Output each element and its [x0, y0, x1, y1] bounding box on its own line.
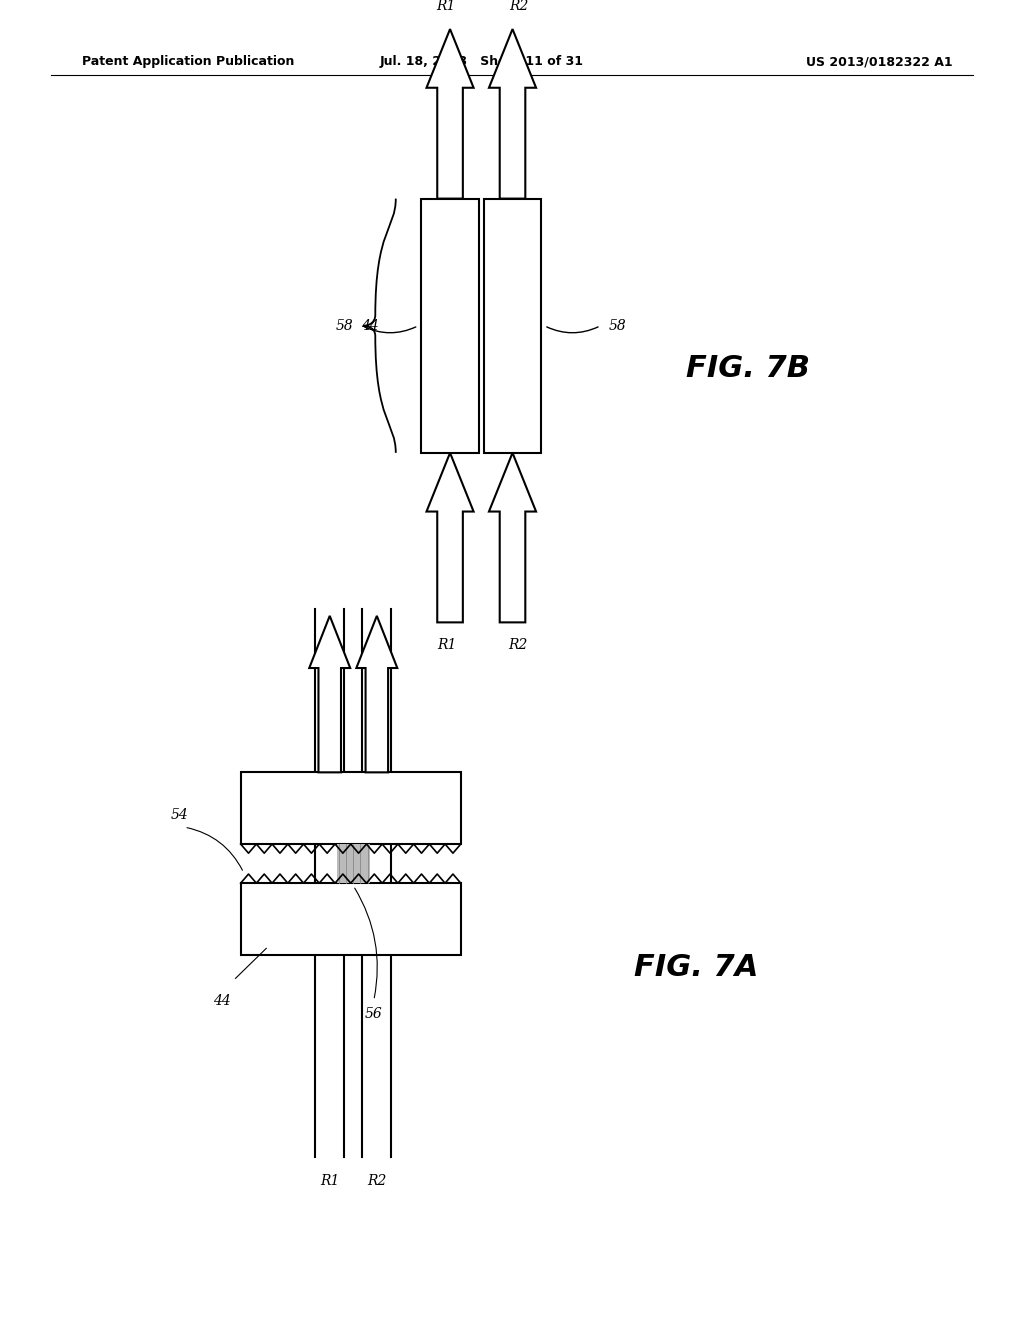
Text: 58: 58: [336, 318, 353, 333]
Text: R1: R1: [437, 638, 457, 652]
Bar: [241, 883, 461, 954]
Text: FIG. 7B: FIG. 7B: [685, 354, 810, 383]
Text: Jul. 18, 2013   Sheet 11 of 31: Jul. 18, 2013 Sheet 11 of 31: [379, 55, 584, 69]
Bar: [422, 198, 478, 453]
Polygon shape: [488, 453, 537, 622]
Text: R2: R2: [368, 1173, 386, 1188]
Text: 56: 56: [365, 1007, 383, 1022]
Text: R1: R1: [436, 0, 456, 13]
Text: FIG. 7A: FIG. 7A: [634, 953, 759, 982]
Polygon shape: [309, 616, 350, 772]
Text: 44: 44: [361, 318, 379, 333]
Text: 44: 44: [213, 994, 230, 1008]
Bar: [241, 772, 461, 843]
Text: R2: R2: [508, 638, 527, 652]
Text: 54: 54: [170, 808, 188, 822]
Bar: [483, 198, 541, 453]
Polygon shape: [488, 29, 537, 198]
Text: R2: R2: [509, 0, 528, 13]
Text: Patent Application Publication: Patent Application Publication: [82, 55, 294, 69]
Bar: [337, 843, 370, 883]
Text: 58: 58: [609, 318, 627, 333]
Polygon shape: [426, 453, 473, 622]
Text: R1: R1: [321, 1173, 339, 1188]
Polygon shape: [426, 29, 473, 198]
Text: US 2013/0182322 A1: US 2013/0182322 A1: [806, 55, 952, 69]
Polygon shape: [356, 616, 397, 772]
